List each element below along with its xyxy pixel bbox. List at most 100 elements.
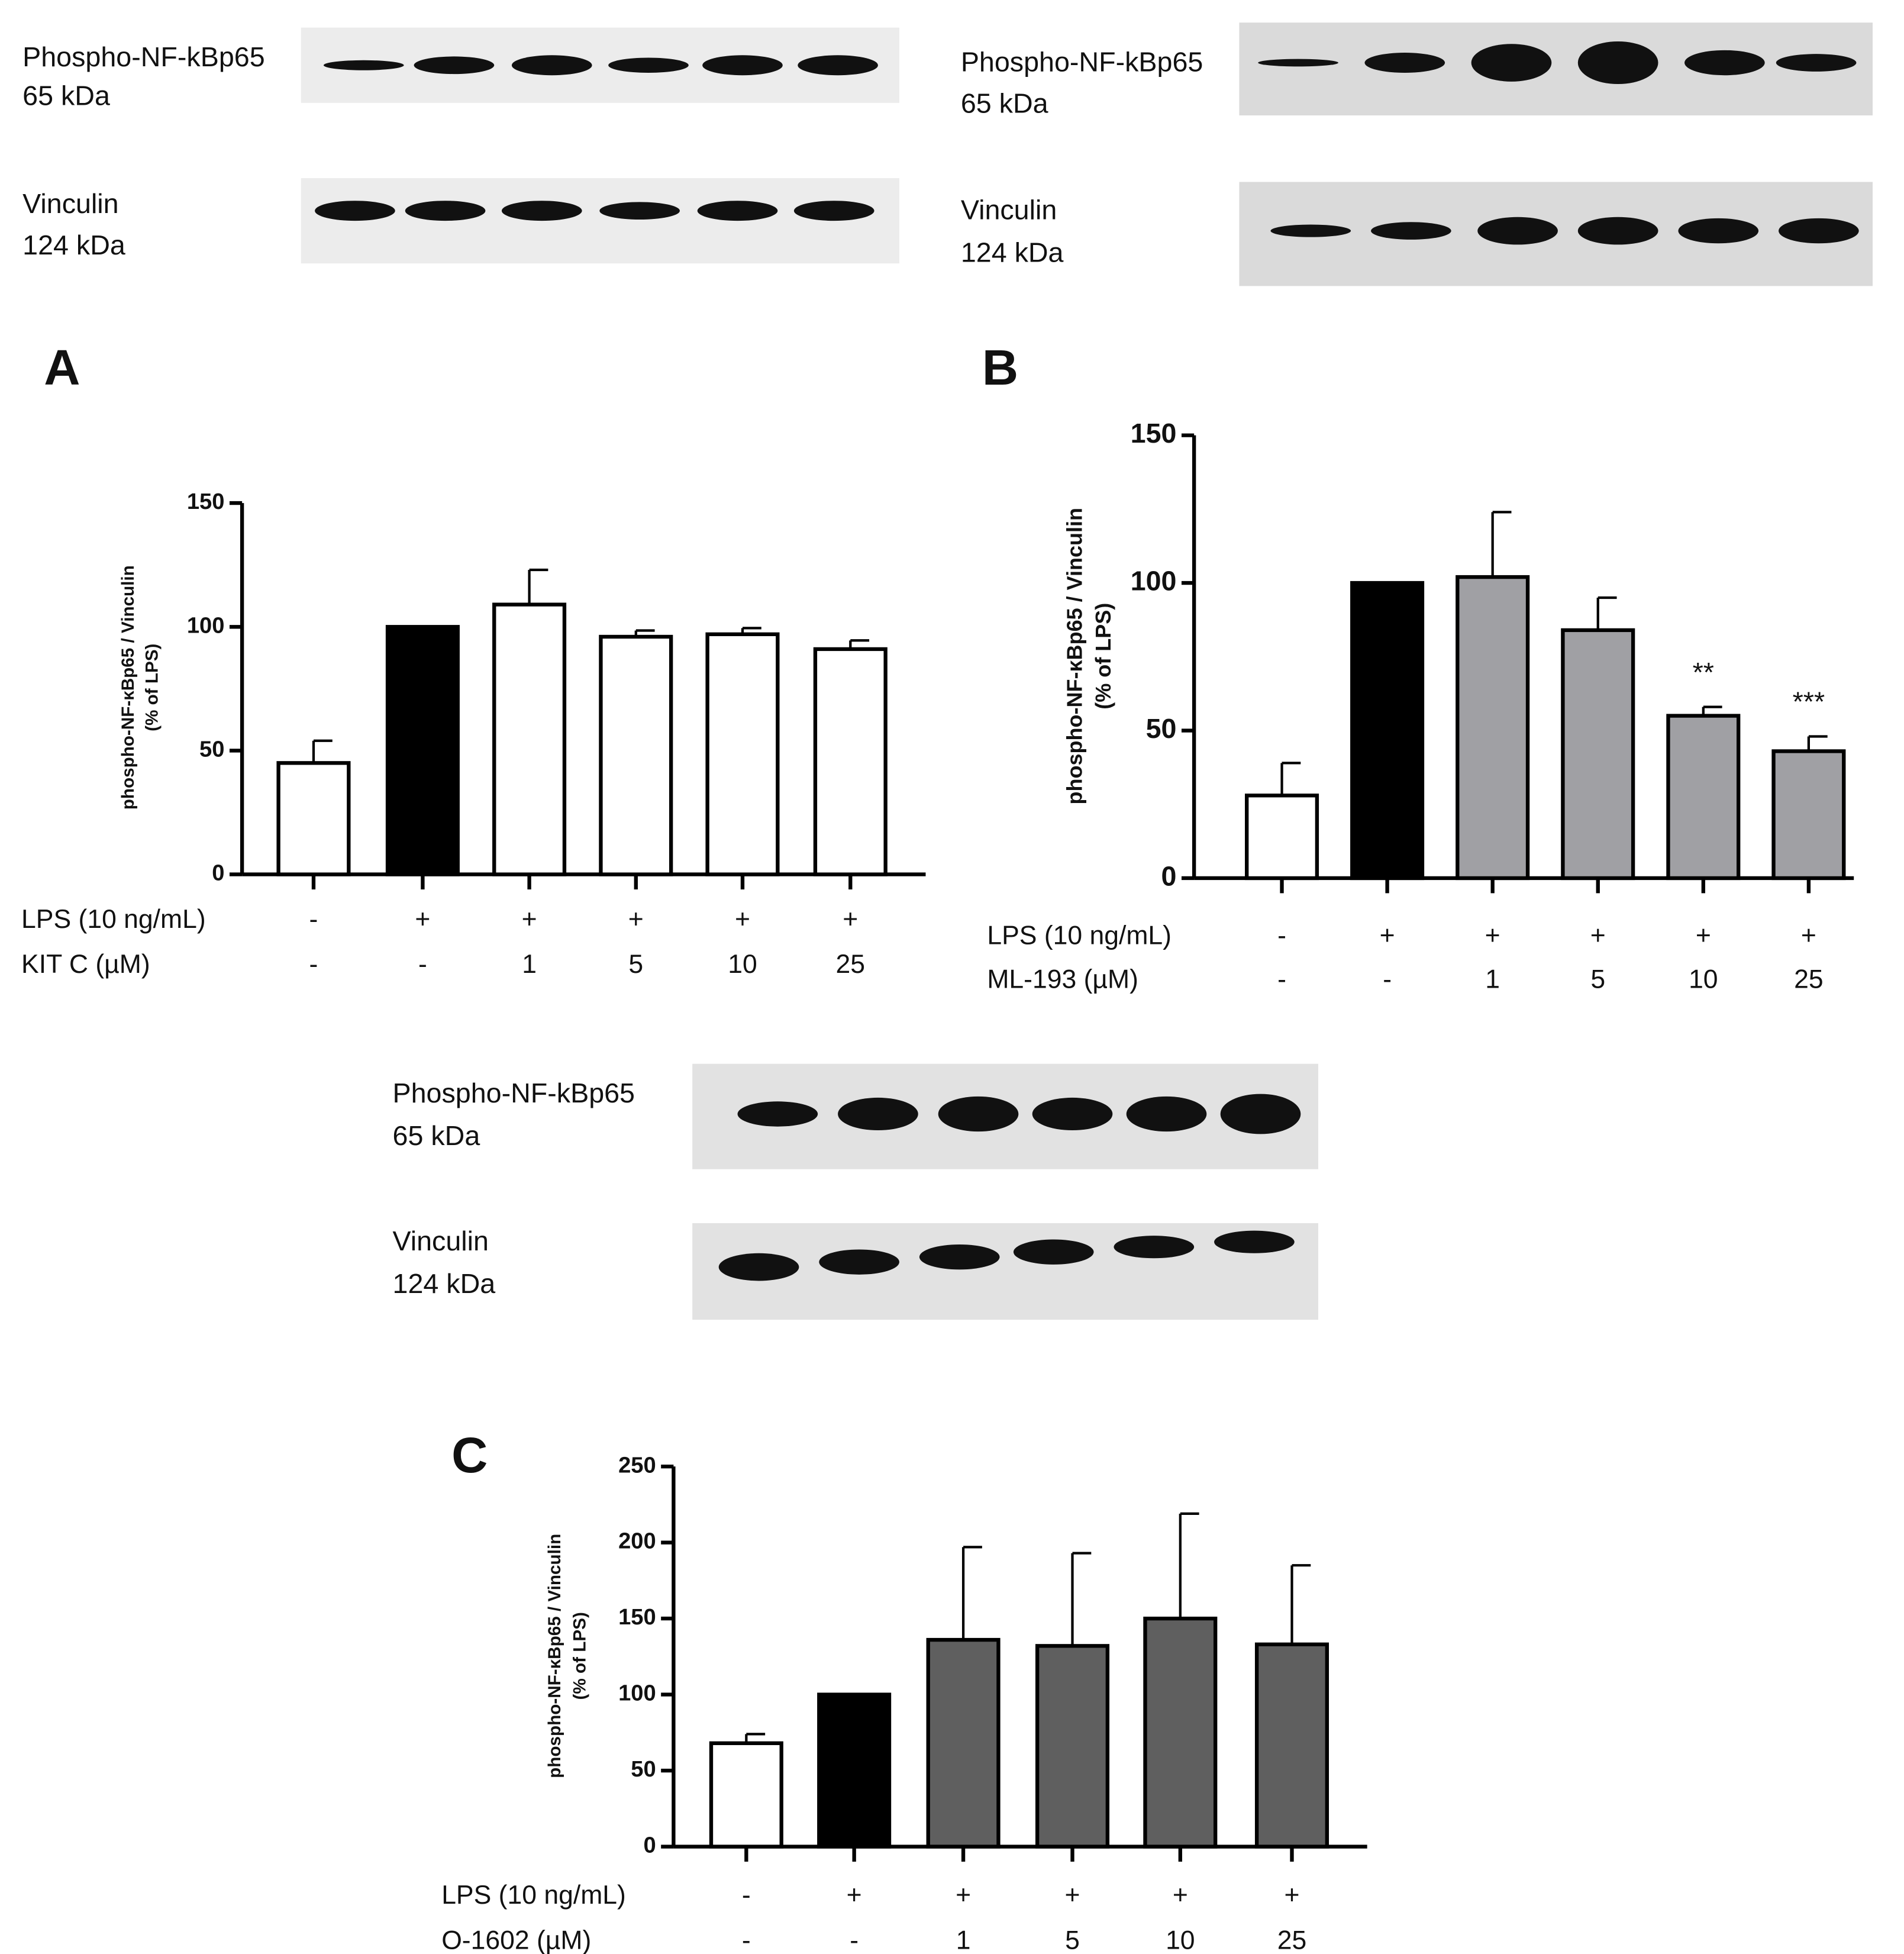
blot-band: [938, 1096, 1019, 1132]
significance: ***: [1793, 686, 1825, 717]
y-tick-label: 50: [199, 737, 224, 762]
blot-band: [1258, 59, 1338, 67]
bar: [1254, 1642, 1329, 1849]
blot-band: [315, 201, 395, 221]
blot-membrane: [301, 178, 899, 264]
blot-label: Vinculin: [961, 195, 1057, 225]
bar: [385, 625, 460, 876]
y-tick-label: 150: [618, 1604, 656, 1630]
blot-band: [819, 1249, 899, 1275]
blot-band: [323, 60, 404, 70]
panel-label: B: [982, 339, 1018, 395]
blot-band: [1364, 53, 1445, 73]
y-tick-label: 200: [618, 1529, 656, 1554]
bar: [1244, 794, 1319, 881]
lps-label: +: [628, 905, 644, 934]
blot-membrane: [1239, 22, 1873, 116]
panel-label: A: [44, 339, 80, 395]
x-tick-label: -: [309, 950, 318, 979]
lps-label: -: [309, 905, 318, 934]
y-axis-label: phospho-NF-κBp65 / Vinculin: [1062, 508, 1086, 805]
bar: [1666, 714, 1741, 881]
blot-band: [718, 1253, 799, 1281]
blot-band: [798, 55, 878, 76]
x-tick-label: -: [1277, 965, 1286, 994]
lps-label: -: [1277, 921, 1286, 950]
lps-label: +: [735, 905, 750, 934]
lps-label: +: [843, 905, 858, 934]
y-tick-label: 0: [212, 860, 224, 886]
lps-label: +: [1696, 921, 1711, 950]
blot-band: [702, 55, 783, 76]
y-axis-label: (% of LPS): [570, 1612, 589, 1700]
lps-label: +: [522, 905, 537, 934]
bar: [817, 1692, 892, 1849]
blot-label: Vinculin: [393, 1226, 489, 1256]
bar: [813, 647, 888, 876]
row-label: LPS (10 ng/mL): [987, 921, 1172, 950]
blot-band: [919, 1244, 1000, 1270]
x-tick-label: 5: [1065, 1926, 1080, 1954]
blot-band: [1032, 1097, 1113, 1131]
lps-label: +: [1801, 921, 1816, 950]
x-tick-label: -: [1383, 965, 1392, 994]
blot-band: [1779, 218, 1859, 244]
blot-band: [1577, 217, 1658, 245]
bar: [1771, 749, 1846, 881]
y-tick-label: 0: [643, 1833, 656, 1858]
bar: [926, 1637, 1001, 1849]
blot-band: [1471, 44, 1552, 82]
row-label: O-1602 (µM): [441, 1926, 591, 1954]
bar: [1035, 1644, 1110, 1849]
blot-band: [1114, 1236, 1195, 1259]
bar: [1350, 581, 1425, 881]
blot-band: [838, 1097, 918, 1131]
blot-band: [1214, 1230, 1295, 1253]
y-tick-label: 100: [187, 612, 225, 638]
blot-band: [1270, 224, 1351, 237]
row-label: LPS (10 ng/mL): [441, 1881, 626, 1910]
blot-band: [1126, 1096, 1207, 1132]
row-label: KIT C (µM): [21, 950, 150, 979]
blot-band: [501, 201, 582, 221]
blot-band: [1678, 218, 1759, 244]
x-tick-label: 10: [1166, 1926, 1195, 1954]
y-tick-label: 150: [1131, 418, 1177, 449]
blot-band: [405, 201, 486, 221]
x-tick-label: 10: [1689, 965, 1718, 994]
y-tick-label: 50: [1146, 713, 1177, 744]
x-tick-label: 5: [628, 950, 643, 979]
blot-band: [737, 1101, 818, 1127]
x-tick-label: 10: [728, 950, 757, 979]
blot-label: Phospho-NF-kBp65: [22, 41, 264, 72]
lps-label: +: [1284, 1881, 1299, 1910]
blot-band: [1220, 1094, 1301, 1134]
blot-band: [599, 202, 680, 220]
blot-band: [1013, 1239, 1094, 1265]
blot-band: [1684, 50, 1765, 76]
panel-label: C: [451, 1427, 488, 1483]
bar: [276, 761, 351, 876]
y-tick-label: 250: [618, 1452, 656, 1478]
blot-size: 124 kDa: [393, 1268, 496, 1299]
x-tick-label: 5: [1590, 965, 1605, 994]
blot-band: [1371, 222, 1451, 240]
blot-band: [511, 55, 592, 76]
x-tick-label: -: [850, 1926, 859, 1954]
x-tick-label: 25: [1794, 965, 1824, 994]
y-axis-label: phospho-NF-κBp65 / Vinculin: [545, 1534, 564, 1778]
significance: **: [1693, 657, 1714, 688]
blot-size: 65 kDa: [22, 80, 110, 111]
blot-band: [1577, 41, 1658, 85]
y-axis-label: phospho-NF-κBp65 / Vinculin: [118, 565, 138, 810]
lps-label: +: [1380, 921, 1395, 950]
lps-label: +: [1590, 921, 1606, 950]
blot-label: Vinculin: [22, 188, 118, 219]
bar: [1561, 628, 1635, 881]
bar: [599, 634, 673, 876]
bar: [709, 1741, 783, 1849]
x-tick-label: -: [742, 1926, 751, 1954]
blot-size: 124 kDa: [22, 230, 125, 260]
x-tick-label: 1: [956, 1926, 971, 1954]
y-axis-label: (% of LPS): [1091, 603, 1115, 710]
